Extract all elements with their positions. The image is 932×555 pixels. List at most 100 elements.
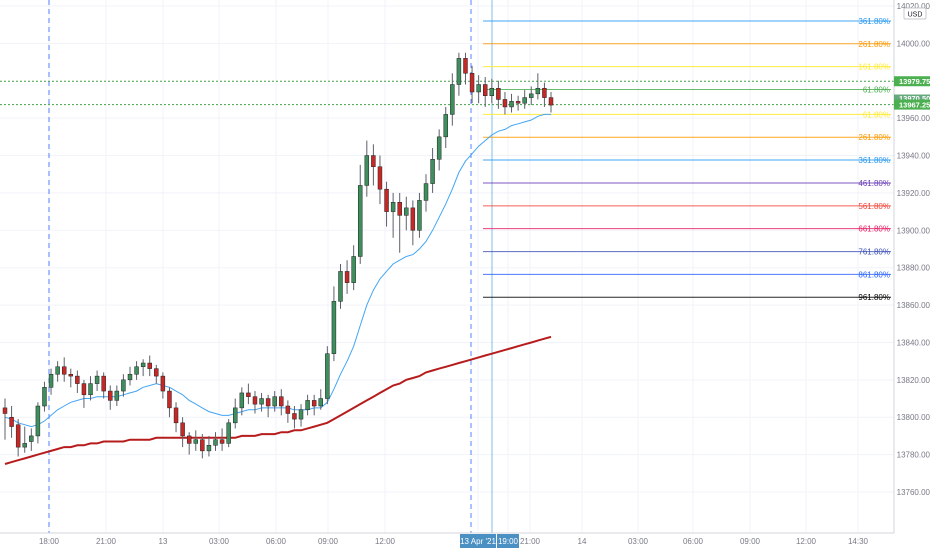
candle: [351, 245, 356, 291]
candle: [390, 192, 396, 238]
candles: [2, 52, 554, 459]
candle-body: [9, 416, 14, 427]
candle-body: [450, 84, 455, 115]
candle-body: [127, 373, 133, 381]
candle: [9, 406, 14, 438]
candle: [252, 391, 258, 414]
candle-body: [173, 407, 179, 424]
candle: [22, 426, 27, 453]
candle-body: [140, 362, 146, 368]
fib-level-label: 361.80%: [858, 17, 890, 26]
time-tick-label: 06:00: [266, 537, 287, 546]
fib-level-label: 61.80%: [863, 110, 890, 119]
ema-fast-line: [4, 113, 551, 428]
price-lines: [0, 80, 894, 106]
candle-body: [108, 390, 113, 401]
fib-level-label: 561.80%: [858, 202, 890, 211]
candle: [535, 73, 541, 100]
candle-body: [252, 396, 258, 405]
time-tick-label: 03:00: [209, 537, 230, 546]
candle: [377, 155, 383, 205]
candle-body: [338, 271, 343, 302]
candle-body: [180, 422, 185, 437]
candle-body: [515, 101, 521, 104]
candle-body: [423, 183, 429, 201]
candle: [430, 148, 435, 193]
candle-body: [213, 439, 218, 446]
price-axis[interactable]: 13760.00 13780.00 13800.00 13820.00 13840.00…: [893, 0, 932, 533]
candle: [48, 368, 54, 395]
candle: [489, 78, 495, 104]
candle: [397, 192, 402, 253]
time-tick-label: 14:30: [848, 537, 869, 546]
candle: [193, 430, 198, 451]
price-badge: [894, 99, 930, 110]
candle: [233, 398, 238, 429]
candle-body: [325, 353, 330, 399]
candle: [358, 164, 363, 264]
candle-body: [81, 383, 87, 396]
price-tick-label: 13900.00: [897, 226, 931, 235]
candle: [515, 95, 521, 111]
candle: [450, 73, 455, 126]
candle: [213, 432, 218, 451]
price-tick-label: 13960.00: [897, 114, 931, 123]
candle-body: [48, 373, 54, 388]
time-tick-label: 12:00: [375, 537, 396, 546]
candle: [548, 91, 554, 113]
candle: [423, 174, 429, 212]
price-tick-label: 13800.00: [897, 413, 931, 422]
time-tick-label: 14: [578, 537, 587, 546]
fib-level-label: 861.80%: [858, 270, 890, 279]
price-badge-label: 13979.75: [899, 77, 930, 86]
candle: [522, 90, 527, 109]
candle: [134, 361, 139, 380]
price-tick-label: 14020.00: [897, 2, 931, 11]
candle-body: [121, 379, 126, 392]
candle-body: [542, 87, 547, 98]
candle-body: [496, 87, 501, 100]
candle-body: [94, 375, 100, 384]
candle: [81, 379, 87, 408]
price-tick-label: 13760.00: [897, 488, 931, 497]
candle-body: [167, 390, 172, 409]
candle-body: [535, 87, 541, 95]
moving-averages: [4, 113, 552, 465]
time-tick-label: 21:00: [520, 537, 541, 546]
candle-body: [469, 73, 475, 93]
currency-badge[interactable]: [903, 7, 927, 20]
candle: [285, 400, 291, 423]
price-tick-label: 13780.00: [897, 451, 931, 460]
time-tick-label: 06:00: [683, 537, 704, 546]
price-tick-label: 13820.00: [897, 376, 931, 385]
time-cursor-badge: [497, 534, 519, 548]
candle: [364, 140, 370, 197]
fib-level-label: 361.80%: [858, 156, 890, 165]
fib-level-label: 961.80%: [858, 293, 890, 302]
price-tick-label: 13860.00: [897, 301, 931, 310]
fib-levels: 361.80% 261.80% 161.80% 61.80% 61.80% 261.80%…: [483, 17, 891, 302]
candle-body: [509, 101, 514, 108]
price-tick-label: 14000.00: [897, 39, 931, 48]
fib-level-label: 161.80%: [858, 63, 890, 72]
time-tick-label: 03:00: [628, 537, 649, 546]
candle-body: [226, 422, 231, 444]
candle: [502, 91, 508, 115]
candle: [311, 394, 317, 416]
candle-body: [364, 155, 370, 186]
time-axis[interactable]: 18:00 21:00 13 03:00 06:00 09:00 12:00 13 Apr '…: [0, 532, 932, 550]
price-tick-label: 13880.00: [897, 264, 931, 273]
candle: [15, 419, 21, 457]
price-tick-label: 13920.00: [897, 189, 931, 198]
candle: [140, 359, 146, 377]
candle-body: [265, 398, 271, 407]
candle-body: [246, 392, 251, 397]
candle-body: [15, 424, 21, 448]
candle-body: [114, 390, 120, 401]
candle: [463, 52, 468, 85]
candle: [29, 428, 34, 451]
candle: [410, 200, 416, 246]
